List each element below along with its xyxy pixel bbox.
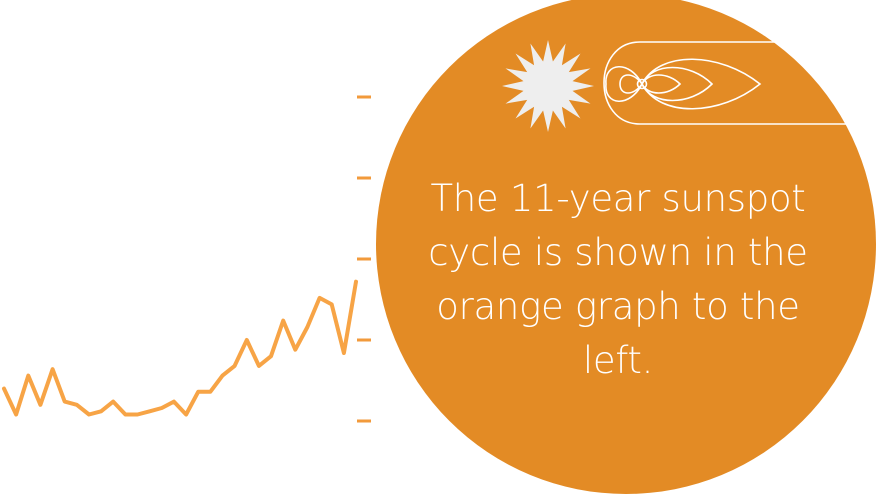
field-line-large xyxy=(641,58,762,110)
field-line-small xyxy=(641,74,682,94)
y-axis-ticks xyxy=(357,95,371,423)
earth-icon xyxy=(636,78,648,90)
caption-text: The 11-year sunspot cycle is shown in th… xyxy=(408,172,828,388)
sun-icon xyxy=(502,40,594,132)
caption-line: The 11-year sunspot xyxy=(430,177,806,220)
magnetosphere-icon xyxy=(603,41,876,125)
field-line-left-large xyxy=(605,66,643,102)
sunspot-cycle-line xyxy=(2,279,358,417)
field-line-medium xyxy=(641,66,714,102)
field-line-left-small xyxy=(619,74,643,94)
caption-line: cycle is shown in the xyxy=(428,231,808,274)
field-line-outer xyxy=(603,41,876,125)
caption-line: orange graph to the xyxy=(436,285,800,328)
sun-rays xyxy=(502,40,594,132)
caption-line: left. xyxy=(582,339,654,382)
